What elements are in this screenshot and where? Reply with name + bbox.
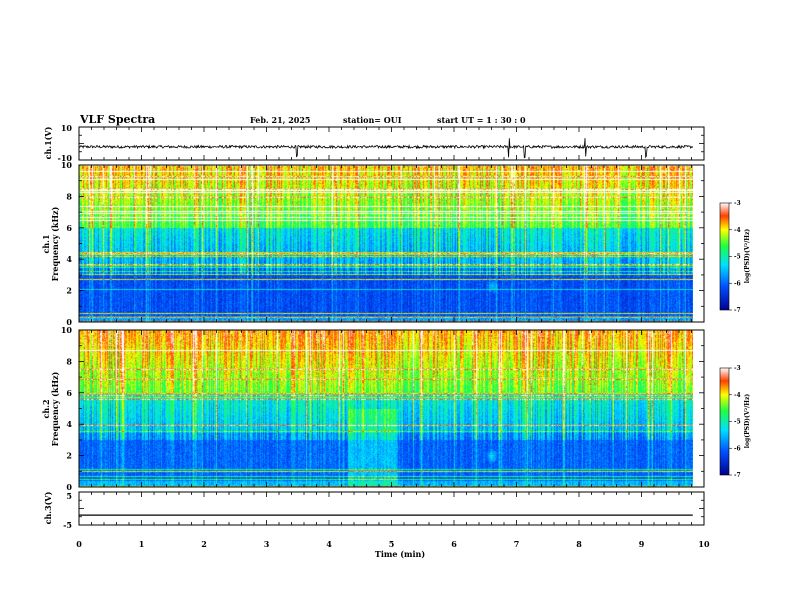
ch1-ylabel: ch.1(V) [43,126,53,159]
ch2-spec-ytick-label: 4 [66,419,72,429]
ch1-colorbar-label: log(PSD)(V²/Hz) [744,229,751,284]
x-tick-label: 5 [389,539,395,549]
x-tick-label: 10 [698,539,710,549]
ch1-waveform-line [78,138,694,159]
ch3-ylabel: ch.3(V) [43,491,53,524]
ch2-spec-ytick-label: 0 [66,482,72,492]
start-time-label: start UT = 1 : 30 : 0 [437,115,526,125]
ch2-spectrogram-image [79,330,693,487]
ch2-spec-ytick-label: 10 [61,325,73,335]
date-label: Feb. 21, 2025 [250,115,310,125]
ch2-colorbar-tick-label: -6 [734,445,741,452]
ch1-spec-ytick-label: 4 [66,254,72,264]
ch2-spec-ytick-label: 6 [66,388,72,398]
ch1-colorbar [719,202,730,311]
ch1-colorbar-tick-label: -5 [734,254,741,261]
ch2-spec-ylabel-freq: Frequency (kHz) [50,371,60,446]
x-tick-label: 9 [639,539,645,549]
x-tick-label: 8 [576,539,582,549]
ch2-colorbar-tick-label: -7 [734,472,741,479]
ch2-colorbar-tick-label: -4 [734,392,741,399]
ch1-ytick-top: 10 [61,123,73,133]
ch2-spec-ylabel-channel: ch.2 [41,399,51,418]
ch1-colorbar-tick-label: -4 [734,227,741,234]
ch3-ytick-top: 5 [66,491,72,501]
ch1-spec-ytick-label: 6 [66,223,72,233]
ch2-spec-ytick-label: 8 [66,356,72,366]
ch1-spec-ytick-label: 0 [66,317,72,327]
figure-title: VLF Spectra [79,113,155,126]
ch1-colorbar-tick-label: -3 [734,200,741,207]
ch1-colorbar-tick-label: -6 [734,280,741,287]
x-tick-label: 4 [326,539,332,549]
ch1-spec-ytick-label: 10 [61,160,73,170]
x-tick-label: 6 [451,539,457,549]
ch2-colorbar-tick-label: -3 [734,365,741,372]
ch1-waveform-frame [78,126,705,161]
ch1-ytick-bottom: -10 [58,153,73,163]
x-tick-label: 0 [76,539,82,549]
x-axis-tick-labels: 0 1 2 3 4 5 6 7 8 9 10 [76,539,710,549]
x-tick-label: 3 [264,539,270,549]
ch3-waveform-panel: 5 -5 ch.3(V) [43,491,705,530]
station-label: station= OUI [343,115,402,125]
ch1-spec-ytick-label: 8 [66,191,72,201]
ch2-spec-ytick-label: 2 [66,451,72,461]
ch2-colorbar [719,367,730,476]
ch1-spec-ytick-label: 2 [66,286,72,296]
x-tick-label: 7 [514,539,520,549]
ch3-ytick-bottom: -5 [63,520,72,530]
x-tick-label: 2 [201,539,207,549]
ch1-spec-ylabel-freq: Frequency (kHz) [50,206,60,281]
x-tick-label: 1 [139,539,145,549]
ch1-spec-ylabel-channel: ch.1 [41,234,51,253]
ch1-colorbar-tick-label: -7 [734,307,741,314]
ch1-spectrogram-image [79,165,693,322]
x-axis-label: Time (min) [375,549,425,559]
ch2-colorbar-tick-label: -5 [734,419,741,426]
ch1-waveform-panel: 10 -10 ch.1(V) [43,123,705,163]
ch2-colorbar-label: log(PSD)(V²/Hz) [744,394,751,449]
